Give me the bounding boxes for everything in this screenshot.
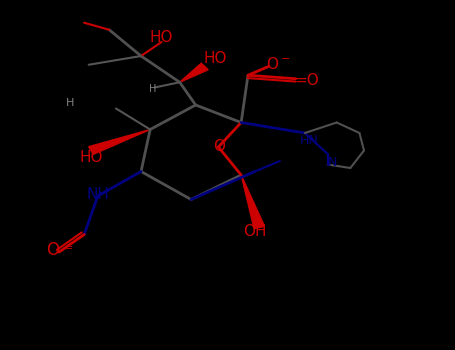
Text: O: O: [46, 241, 59, 259]
Text: H: H: [149, 84, 156, 94]
Text: NH: NH: [86, 187, 109, 202]
Text: =: =: [64, 244, 73, 253]
Text: =O: =O: [295, 73, 319, 88]
Text: HN: HN: [300, 133, 319, 147]
Polygon shape: [180, 63, 208, 82]
Text: N: N: [328, 156, 337, 169]
Text: HO: HO: [80, 150, 103, 165]
Text: H: H: [66, 98, 75, 108]
Polygon shape: [241, 175, 265, 229]
Text: OH: OH: [243, 224, 267, 238]
Text: HO: HO: [203, 51, 227, 66]
Text: O: O: [266, 57, 278, 71]
Text: HO: HO: [150, 30, 173, 45]
Text: −: −: [281, 54, 291, 64]
Text: O: O: [213, 139, 225, 154]
Polygon shape: [89, 130, 150, 154]
